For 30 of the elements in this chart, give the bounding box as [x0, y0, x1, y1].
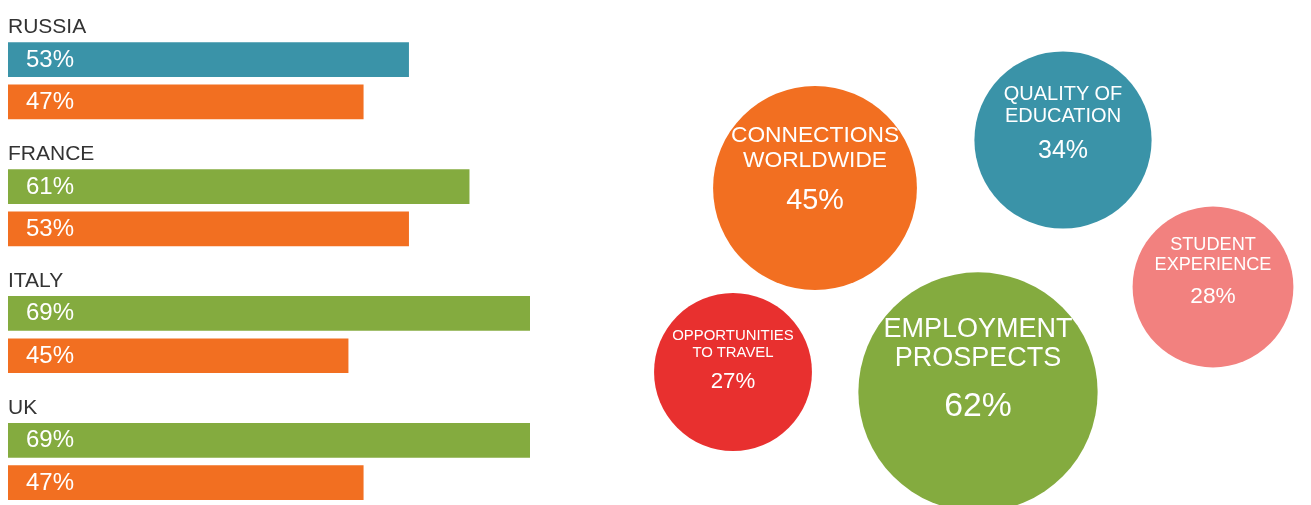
data-label: 53%	[26, 213, 75, 241]
data-label: 47%	[26, 467, 75, 495]
y-tick-label: FRANCE	[8, 141, 95, 165]
category-label: EMPLOYMENT PROSPECTS	[883, 313, 1073, 373]
data-label: 28%	[1190, 282, 1236, 309]
bar	[8, 338, 349, 374]
bar	[8, 465, 364, 500]
data-label: 45%	[786, 182, 844, 215]
y-tick-label: ITALY	[8, 268, 64, 292]
y-tick-label: UK	[8, 395, 38, 419]
bar	[8, 423, 530, 458]
data-label: 34%	[1037, 135, 1089, 163]
bar	[8, 84, 364, 120]
data-label: 62%	[944, 385, 1012, 424]
category-label: QUALITY OF EDUCATION	[1003, 82, 1123, 126]
data-label: 69%	[26, 425, 75, 453]
bar	[8, 42, 409, 77]
data-label: 69%	[26, 298, 75, 326]
data-label: 27%	[710, 368, 756, 394]
bar	[8, 169, 470, 204]
category-label: STUDENT EXPERIENCE	[1154, 234, 1272, 275]
data-label: 53%	[26, 44, 75, 72]
data-label: 45%	[26, 340, 75, 368]
bar	[8, 296, 530, 331]
category-label: CONNECTIONS WORLDWIDE	[730, 120, 900, 172]
data-label: 61%	[26, 171, 75, 199]
category-label: OPPORTUNITIES TO TRAVEL	[672, 326, 794, 361]
data-label: 47%	[26, 86, 75, 114]
y-tick-label: RUSSIA	[8, 14, 87, 38]
bar	[8, 211, 409, 247]
